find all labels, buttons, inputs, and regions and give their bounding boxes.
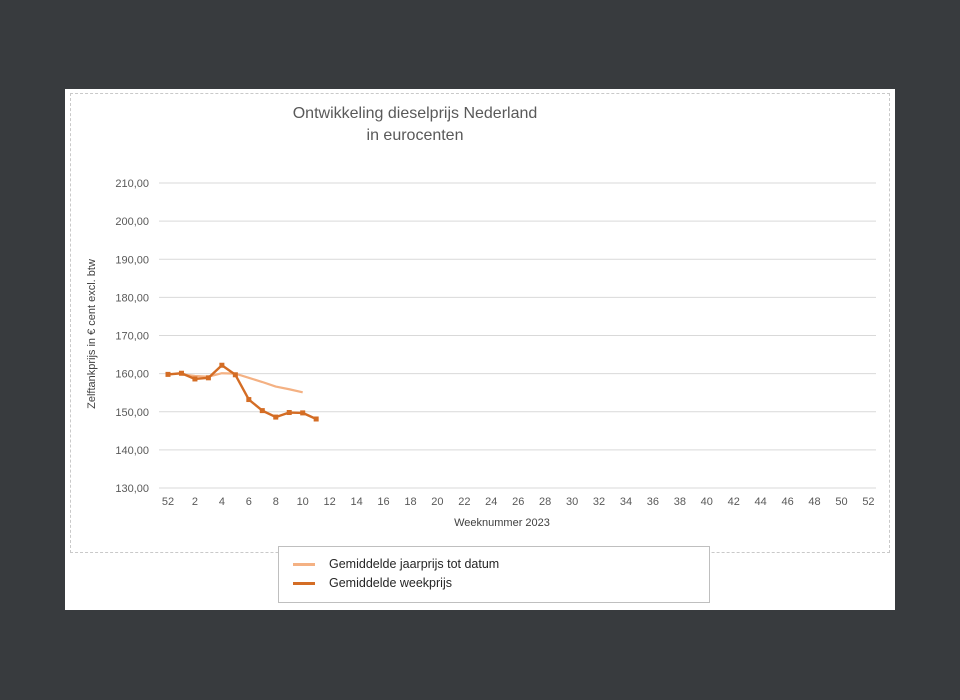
x-tick-label: 52 [862,496,874,508]
series-lines [165,362,319,422]
data-point [192,376,198,382]
chart-title: Ontwikkeling dieselprijs Nederland [292,105,538,122]
x-tick-label: 10 [297,496,309,508]
data-point [286,410,292,416]
legend-item-yearly-average: Gemiddelde jaarprijs tot datum [293,555,499,573]
x-tick-label: 32 [593,496,605,508]
x-tick-label: 28 [539,496,551,508]
data-point [259,408,265,414]
legend-swatch-weekly-price [293,581,315,585]
chart-svg: 130,00 140,00 150,00 160,00 170,00 180,00 190,… [86,178,876,529]
data-point [313,416,319,422]
y-tick-label: 140,00 [115,445,149,457]
chart-subtitle: in eurocenten [366,127,464,144]
legend-label-yearly-average: Gemiddelde jaarprijs tot datum [329,557,500,571]
x-tick-label: 52 [162,496,174,508]
y-axis-label: Zelftankprijs in € cent excl. btw [86,259,98,409]
x-tick-label: 42 [728,496,740,508]
legend-label-weekly-price: Gemiddelde weekprijs [329,576,452,590]
y-tick-label: 180,00 [115,292,149,304]
data-point [165,371,171,377]
x-tick-label: 2 [192,496,198,508]
legend-swatch-yearly-average [293,562,315,566]
x-tick-label: 44 [755,496,767,508]
data-point [246,397,252,403]
x-tick-label: 4 [219,496,225,508]
y-tick-label: 130,00 [115,483,149,495]
x-tick-label: 20 [431,496,443,508]
x-tick-label: 36 [647,496,659,508]
series-line-0 [181,372,303,394]
data-point [178,370,184,376]
x-tick-label: 26 [512,496,524,508]
gridlines [159,182,876,489]
x-tick-label: 14 [350,496,362,508]
x-tick-label: 16 [377,496,389,508]
y-tick-label: 150,00 [115,407,149,419]
x-tick-label: 40 [701,496,713,508]
x-tick-label: 48 [808,496,820,508]
x-tick-label: 22 [458,496,470,508]
data-point [219,362,225,368]
x-tick-label: 34 [620,496,632,508]
x-tick-label: 18 [404,496,416,508]
data-point [232,372,238,378]
y-tick-label: 160,00 [115,369,149,381]
y-tick-label: 190,00 [115,254,149,266]
y-tick-label: 210,00 [115,178,149,190]
chart-card: 130,00 140,00 150,00 160,00 170,00 180,00 190,… [65,89,895,610]
legend-item-weekly-price: Gemiddelde weekprijs [293,574,452,592]
x-tick-label: 38 [674,496,686,508]
y-tick-label: 170,00 [115,331,149,343]
x-tick-label: 46 [781,496,793,508]
x-tick-labels: 52 2 4 6 8 10 12 14 16 18 20 22 24 26 28 30 32 34 36 38 40 42… [162,496,875,508]
x-tick-label: 24 [485,496,497,508]
x-tick-label: 6 [246,496,252,508]
chart-legend: Gemiddelde jaarprijs tot datum Gemiddeld… [278,546,710,603]
data-point [205,375,211,381]
data-point [300,410,306,416]
x-tick-label: 12 [324,496,336,508]
y-tick-label: 200,00 [115,216,149,228]
x-tick-label: 50 [835,496,847,508]
data-point [273,414,279,420]
y-tick-labels: 130,00 140,00 150,00 160,00 170,00 180,00 190,… [115,178,149,495]
x-tick-label: 8 [273,496,279,508]
x-tick-label: 30 [566,496,578,508]
x-axis-label: Weeknummer 2023 [454,517,550,529]
